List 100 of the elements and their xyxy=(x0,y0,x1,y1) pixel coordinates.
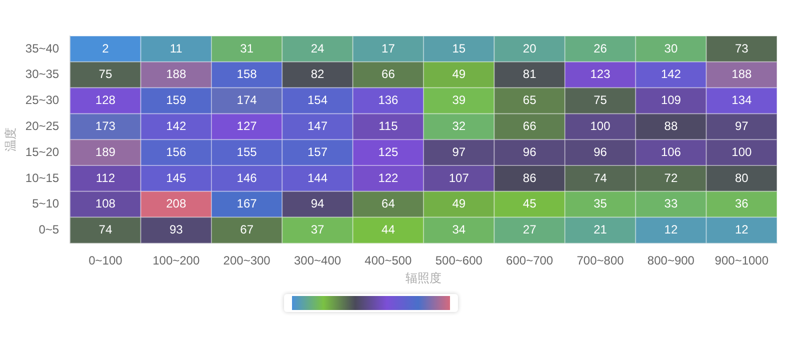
data-label: 146 xyxy=(236,170,258,185)
data-label: 86 xyxy=(522,170,537,185)
data-label: 30 xyxy=(664,41,678,56)
data-label: 122 xyxy=(378,170,399,185)
data-label: 96 xyxy=(594,144,608,159)
data-label: 174 xyxy=(236,93,258,108)
y-tick-label: 15~20 xyxy=(25,144,60,159)
data-label: 188 xyxy=(732,67,752,82)
data-label: 156 xyxy=(166,144,186,159)
data-label: 49 xyxy=(452,196,466,211)
data-label: 17 xyxy=(382,41,396,56)
data-label: 94 xyxy=(310,196,325,211)
x-tick-label: 400~500 xyxy=(364,254,412,268)
x-tick-label: 0~100 xyxy=(88,254,123,268)
data-label: 96 xyxy=(522,144,537,159)
y-tick-label: 0~5 xyxy=(38,222,60,237)
data-label: 12 xyxy=(664,222,678,237)
data-label: 108 xyxy=(95,196,116,211)
data-label: 75 xyxy=(594,93,608,108)
data-label: 26 xyxy=(594,41,608,56)
data-label: 21 xyxy=(594,222,608,237)
data-label: 188 xyxy=(166,67,186,82)
data-label: 31 xyxy=(240,41,254,56)
data-label: 35 xyxy=(594,196,608,211)
data-label: 154 xyxy=(308,93,328,108)
data-label: 75 xyxy=(98,67,112,82)
data-label: 145 xyxy=(166,170,186,185)
data-label: 144 xyxy=(308,170,328,185)
data-label: 127 xyxy=(236,118,258,133)
x-axis-title: 辐照度 xyxy=(406,271,442,286)
x-tick-label: 200~300 xyxy=(223,254,271,268)
y-tick-label: 20~25 xyxy=(25,118,60,133)
x-tick-label: 700~800 xyxy=(576,254,624,268)
data-label: 128 xyxy=(95,93,116,108)
data-label: 106 xyxy=(660,144,682,159)
data-label: 107 xyxy=(448,170,470,185)
data-label: 125 xyxy=(378,144,399,159)
x-tick-label: 100~200 xyxy=(152,254,200,268)
data-label: 157 xyxy=(308,144,328,159)
data-label: 66 xyxy=(522,118,537,133)
data-label: 97 xyxy=(734,118,749,133)
y-tick-label: 25~30 xyxy=(25,93,60,108)
x-tick-label: 500~600 xyxy=(435,254,483,268)
data-label: 20 xyxy=(522,41,537,56)
data-label: 189 xyxy=(95,144,116,159)
data-label: 100 xyxy=(590,118,611,133)
data-label: 93 xyxy=(169,222,184,237)
x-tick-label: 900~1000 xyxy=(714,254,769,268)
data-label: 142 xyxy=(660,67,682,82)
data-label: 34 xyxy=(452,222,466,237)
y-axis-title: 温度 xyxy=(4,128,18,152)
x-tick-label: 600~700 xyxy=(506,254,554,268)
data-label: 80 xyxy=(734,170,749,185)
data-label: 88 xyxy=(664,118,678,133)
y-tick-label: 35~40 xyxy=(25,41,60,56)
data-label: 33 xyxy=(664,196,678,211)
y-tick-label: 30~35 xyxy=(25,67,60,82)
data-label: 208 xyxy=(166,196,186,211)
data-label: 11 xyxy=(170,41,183,56)
data-label: 36 xyxy=(734,196,749,211)
data-label: 123 xyxy=(590,67,611,82)
x-tick-label: 300~400 xyxy=(294,254,342,268)
data-label: 32 xyxy=(452,118,466,133)
data-label: 159 xyxy=(166,93,186,108)
data-label: 167 xyxy=(236,196,258,211)
data-label: 134 xyxy=(732,93,752,108)
data-label: 66 xyxy=(382,67,396,82)
x-tick-label: 800~900 xyxy=(647,254,695,268)
data-label: 74 xyxy=(98,222,112,237)
data-label: 82 xyxy=(310,67,325,82)
data-label: 100 xyxy=(732,144,752,159)
data-label: 109 xyxy=(660,93,682,108)
data-label: 155 xyxy=(236,144,258,159)
data-label: 73 xyxy=(734,41,749,56)
data-label: 49 xyxy=(452,67,466,82)
data-label: 97 xyxy=(452,144,466,159)
data-label: 112 xyxy=(96,170,116,185)
data-label: 142 xyxy=(166,118,186,133)
data-label: 65 xyxy=(522,93,537,108)
data-label: 72 xyxy=(664,170,678,185)
data-label: 27 xyxy=(522,222,537,237)
y-tick-label: 5~10 xyxy=(32,196,60,211)
data-label: 115 xyxy=(378,118,398,133)
data-label: 2 xyxy=(102,41,110,56)
data-label: 15 xyxy=(452,41,466,56)
data-label: 45 xyxy=(522,196,537,211)
data-label: 147 xyxy=(308,118,328,133)
data-label: 37 xyxy=(310,222,325,237)
data-label: 44 xyxy=(382,222,396,237)
y-tick-label: 10~15 xyxy=(25,170,60,185)
data-label: 74 xyxy=(594,170,608,185)
data-label: 67 xyxy=(240,222,254,237)
data-label: 136 xyxy=(378,93,399,108)
data-label: 39 xyxy=(452,93,466,108)
data-label: 12 xyxy=(734,222,749,237)
data-label: 24 xyxy=(310,41,325,56)
data-label: 81 xyxy=(522,67,537,82)
data-label: 173 xyxy=(95,118,116,133)
data-label: 158 xyxy=(236,67,258,82)
data-label: 64 xyxy=(382,196,396,211)
